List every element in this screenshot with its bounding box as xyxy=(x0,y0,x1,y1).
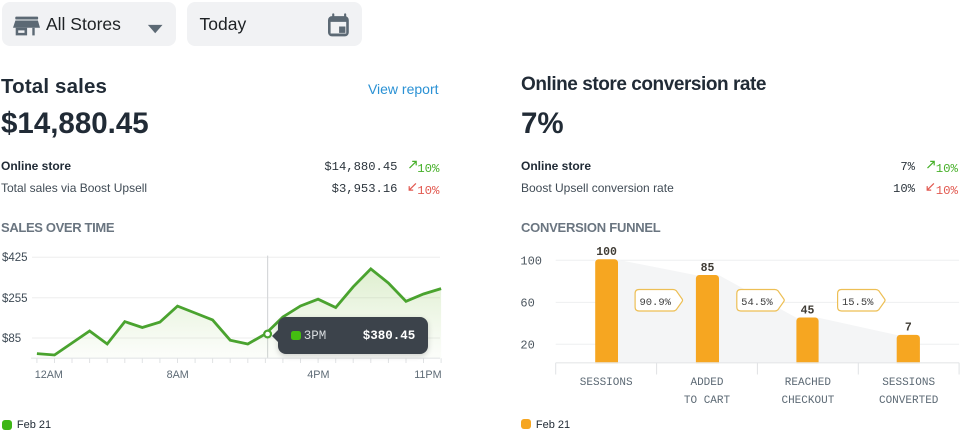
svg-text:85: 85 xyxy=(701,262,715,275)
svg-text:12AM: 12AM xyxy=(35,369,63,381)
svg-text:60: 60 xyxy=(520,297,534,311)
svg-text:8AM: 8AM xyxy=(167,369,189,381)
svg-text:100: 100 xyxy=(596,246,617,259)
svg-text:7: 7 xyxy=(905,322,912,335)
svg-text:TO CART: TO CART xyxy=(684,395,731,407)
svg-text:SESSIONS: SESSIONS xyxy=(882,377,935,389)
svg-text:REACHED: REACHED xyxy=(785,377,832,389)
svg-text:ADDED: ADDED xyxy=(690,377,723,389)
svg-text:20: 20 xyxy=(520,339,534,353)
svg-text:45: 45 xyxy=(801,304,815,317)
svg-text:SESSIONS: SESSIONS xyxy=(580,377,633,389)
svg-text:15.5%: 15.5% xyxy=(842,297,874,309)
svg-text:11PM: 11PM xyxy=(414,369,441,381)
svg-text:$255: $255 xyxy=(2,293,28,305)
svg-text:$85: $85 xyxy=(2,333,21,345)
svg-text:CHECKOUT: CHECKOUT xyxy=(781,395,834,407)
svg-text:54.5%: 54.5% xyxy=(741,297,773,309)
svg-text:CONVERTED: CONVERTED xyxy=(879,395,939,407)
svg-text:4PM: 4PM xyxy=(307,369,329,381)
svg-text:$425: $425 xyxy=(2,252,28,264)
svg-text:90.9%: 90.9% xyxy=(639,297,671,309)
svg-text:100: 100 xyxy=(520,255,542,269)
